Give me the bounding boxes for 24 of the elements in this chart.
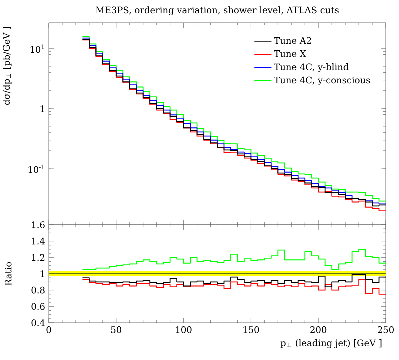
y-tick-label: 0.6 (32, 303, 45, 310)
y-tick-label: 10$^{-1}$ (28, 164, 44, 174)
x-tick-label: 150 (244, 326, 260, 334)
y-tick-label: 1.6 (32, 222, 45, 228)
y-tick-label: 1.2 (32, 254, 45, 262)
y-axis-title: Ratio (5, 262, 12, 286)
y-tick-label: 0.4 (32, 320, 46, 326)
x-tick-label: 250 (378, 326, 394, 334)
legend-label: Tune 4C, y-conscious (274, 76, 370, 86)
x-tick-label: 100 (176, 326, 192, 334)
chart-title: ME3PS, ordering variation, shower level, ATLAS cuts (96, 6, 339, 16)
x-axis-title: p$_{⊥}$ (leading jet) [GeV ] (280, 340, 382, 348)
legend-label: Tune X (274, 50, 306, 58)
legend-label: Tune 4C, y-blind (274, 64, 349, 72)
x-tick-label: 200 (310, 326, 327, 334)
y-tick-label: 1 (40, 106, 44, 112)
y-tick-label: 10$^{1}$ (30, 44, 44, 54)
y-axis-title: dσ/dp$_{⊥}$ [pb/GeV ] (3, 27, 12, 105)
x-tick-label: 50 (111, 326, 122, 334)
y-tick-label: 0.8 (32, 286, 45, 294)
legend-label: Tune A2 (274, 37, 312, 44)
y-tick-label: 1.4 (32, 238, 46, 245)
x-tick-label: 0 (46, 326, 52, 334)
y-tick-label: 1 (40, 270, 44, 278)
